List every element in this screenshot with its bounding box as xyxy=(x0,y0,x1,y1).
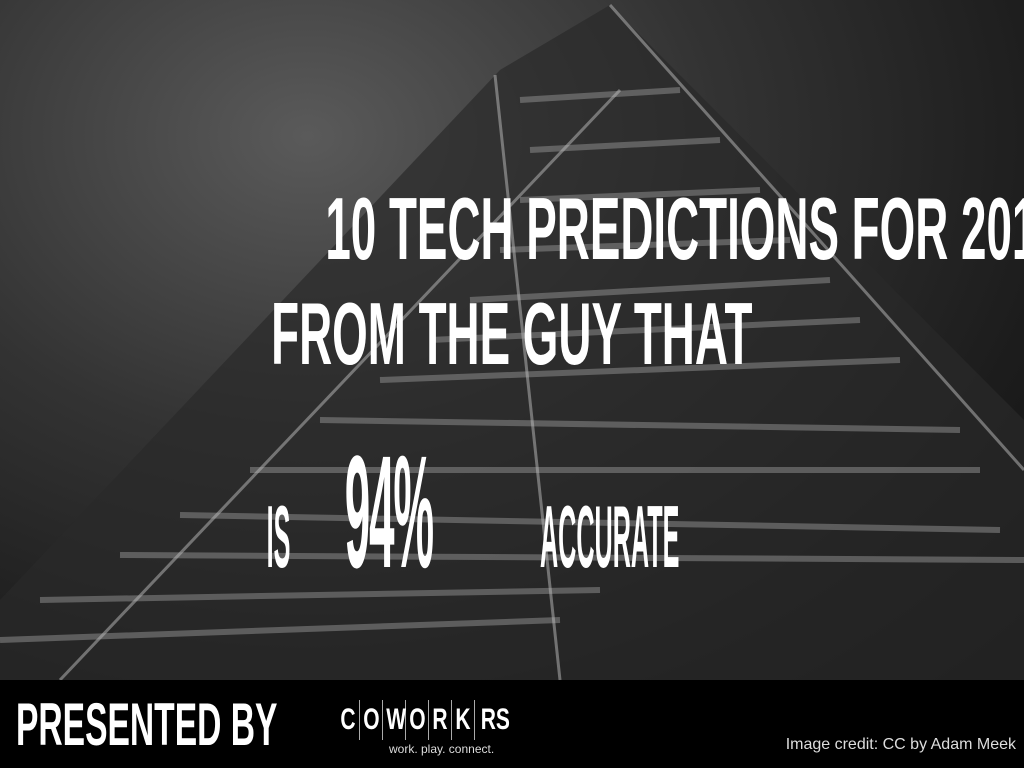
logo-separator xyxy=(451,700,452,740)
logo-separator xyxy=(428,700,429,740)
logo-separator xyxy=(474,700,475,740)
logo-letter: K xyxy=(455,703,471,736)
title-suffix: ACCURATE xyxy=(540,487,680,586)
title-line-2: FROM THE GUY THAT xyxy=(0,283,1024,385)
logo-separator xyxy=(382,700,383,740)
title-text-2: FROM THE GUY THAT xyxy=(271,284,753,383)
logo-letter: C xyxy=(340,703,356,736)
background-photo-building xyxy=(0,0,1024,680)
logo-tagline: work. play. connect. xyxy=(389,742,495,756)
coworkrs-logo: C O W O R K RS work. play. connect. xyxy=(337,700,513,756)
title-line-1: 10 TECH PREDICTIONS FOR 2015 xyxy=(0,178,1024,280)
footer-bar xyxy=(0,680,1024,768)
title-line-3: IS 94% ACCURATE xyxy=(0,420,1012,601)
title-highlight-percent: 94% xyxy=(344,422,434,601)
logo-letter: R xyxy=(432,703,448,736)
logo-letter: O xyxy=(363,703,380,736)
title-text-1: 10 TECH PREDICTIONS FOR 2015 xyxy=(325,179,1024,278)
image-credit: Image credit: CC by Adam Meek xyxy=(785,736,1016,753)
logo-letter: O xyxy=(409,703,426,736)
logo-letter: RS xyxy=(480,703,510,736)
logo-separator xyxy=(405,700,406,740)
title-prefix: IS xyxy=(266,487,291,586)
presented-by-label: PRESENTED BY xyxy=(16,691,278,758)
building-illustration xyxy=(0,4,1024,680)
logo-separator xyxy=(359,700,360,740)
logo-letter: W xyxy=(386,703,407,736)
